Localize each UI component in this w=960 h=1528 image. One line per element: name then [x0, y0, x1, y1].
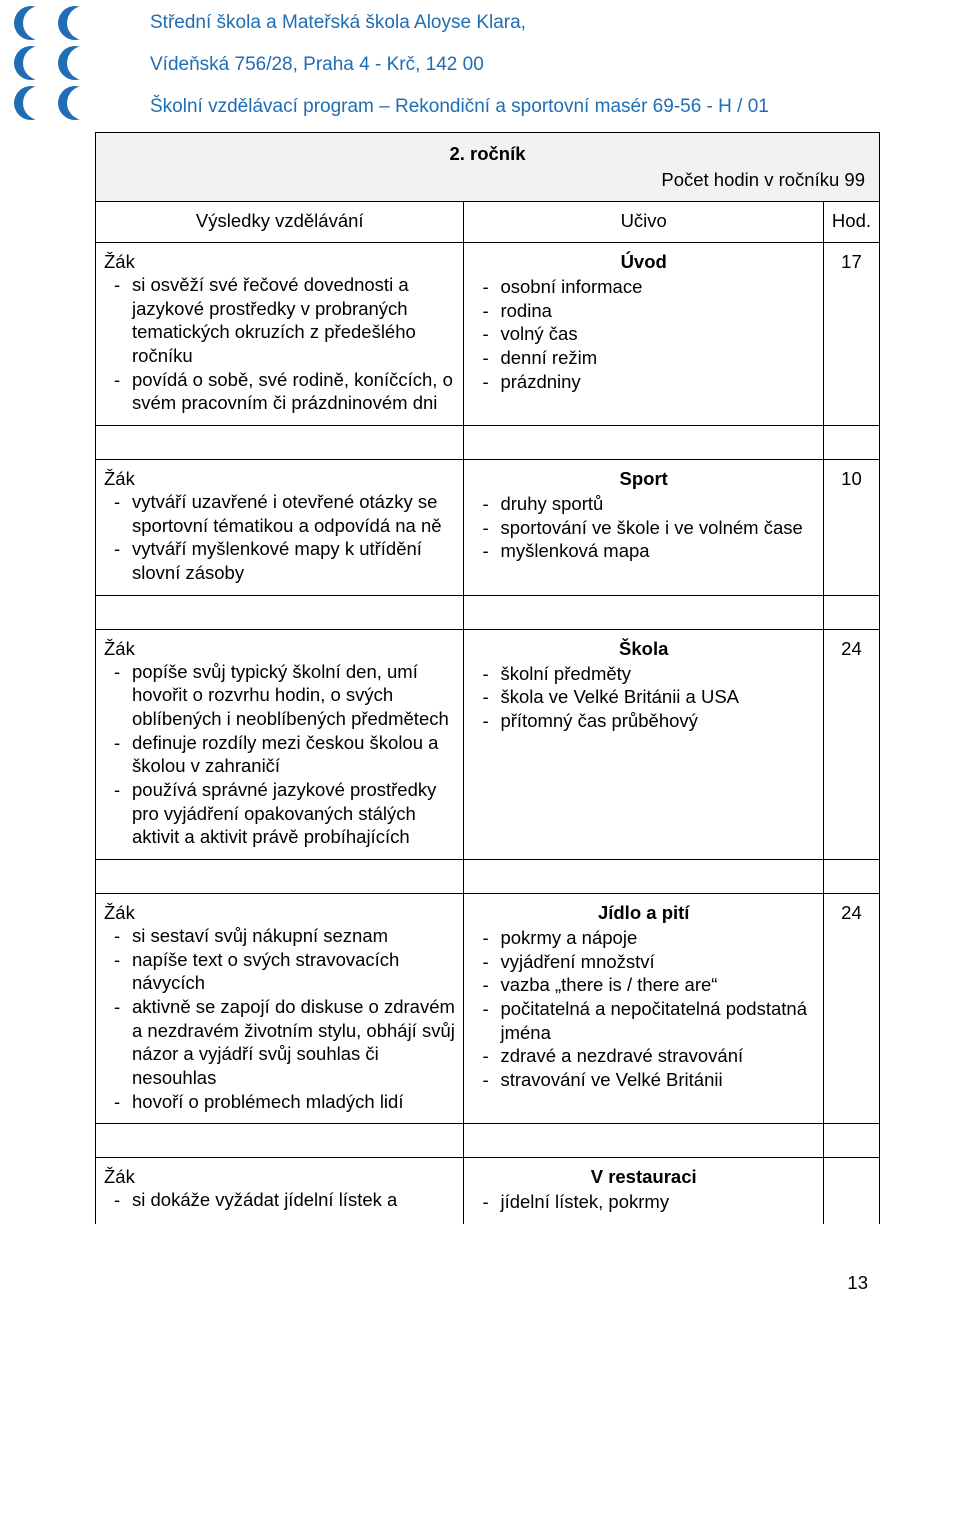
- student-label: Žák: [104, 638, 455, 660]
- hours-cell: 24: [823, 629, 879, 859]
- topic-title: Úvod: [472, 251, 814, 273]
- content-list: osobní informace rodina volný čas denní …: [472, 275, 814, 393]
- list-item: zdravé a nezdravé stravování: [472, 1044, 814, 1068]
- topic-title: Sport: [472, 468, 814, 490]
- col-header-outcomes: Výsledky vzdělávání: [96, 202, 464, 243]
- moon-icon: [58, 6, 92, 40]
- curriculum-table-wrapper: 2. ročník Počet hodin v ročníku 99 Výsle…: [0, 132, 960, 1254]
- content-list: druhy sportů sportování ve škole i ve vo…: [472, 492, 814, 563]
- list-item: vazba „there is / there are“: [472, 973, 814, 997]
- document-header: Střední škola a Mateřská škola Aloyse Kl…: [0, 0, 960, 118]
- table-header-row: Výsledky vzdělávání Učivo Hod.: [96, 202, 880, 243]
- student-label: Žák: [104, 902, 455, 924]
- list-item: popíše svůj typický školní den, umí hovo…: [104, 660, 455, 731]
- student-label: Žák: [104, 1166, 455, 1188]
- header-address: Vídeňská 756/28, Praha 4 - Krč, 142 00: [150, 54, 960, 76]
- list-item: prázdniny: [472, 370, 814, 394]
- list-item: myšlenková mapa: [472, 539, 814, 563]
- page-number: 13: [0, 1254, 960, 1294]
- hours-cell: 24: [823, 894, 879, 1124]
- year-title: 2. ročník: [104, 143, 871, 165]
- moon-icon: [58, 86, 92, 120]
- list-item: používá správné jazykové prostředky pro …: [104, 778, 455, 849]
- moon-icon: [14, 46, 48, 80]
- year-row: 2. ročník Počet hodin v ročníku 99: [96, 133, 880, 202]
- section-row: Žák si sestaví svůj nákupní seznam napíš…: [96, 894, 880, 1124]
- list-item: přítomný čas průběhový: [472, 709, 814, 733]
- col-header-hours: Hod.: [823, 202, 879, 243]
- list-item: definuje rozdíly mezi českou školou a šk…: [104, 731, 455, 778]
- outcomes-list: popíše svůj typický školní den, umí hovo…: [104, 660, 455, 849]
- year-hours-total: Počet hodin v ročníku 99: [104, 169, 871, 191]
- header-program: Školní vzdělávací program – Rekondiční a…: [150, 96, 960, 118]
- student-label: Žák: [104, 468, 455, 490]
- list-item: osobní informace: [472, 275, 814, 299]
- content-list: jídelní lístek, pokrmy: [472, 1190, 814, 1214]
- list-item: rodina: [472, 299, 814, 323]
- header-school-name: Střední škola a Mateřská škola Aloyse Kl…: [150, 12, 960, 34]
- list-item: napíše text o svých stravovacích návycíc…: [104, 948, 455, 995]
- outcomes-list: vytváří uzavřené i otevřené otázky se sp…: [104, 490, 455, 585]
- section-row: Žák si dokáže vyžádat jídelní lístek a V…: [96, 1158, 880, 1224]
- section-row: Žák si osvěží své řečové dovednosti a ja…: [96, 243, 880, 426]
- list-item: hovoří o problémech mladých lidí: [104, 1090, 455, 1114]
- list-item: vytváří uzavřené i otevřené otázky se sp…: [104, 490, 455, 537]
- list-item: povídá o sobě, své rodině, koníčcích, o …: [104, 368, 455, 415]
- curriculum-table: 2. ročník Počet hodin v ročníku 99 Výsle…: [95, 132, 880, 1224]
- list-item: druhy sportů: [472, 492, 814, 516]
- content-list: školní předměty škola ve Velké Británii …: [472, 662, 814, 733]
- list-item: sportování ve škole i ve volném čase: [472, 516, 814, 540]
- outcomes-list: si osvěží své řečové dovednosti a jazyko…: [104, 273, 455, 415]
- logo-moons: [14, 6, 98, 126]
- topic-title: V restauraci: [472, 1166, 814, 1188]
- list-item: vyjádření množství: [472, 950, 814, 974]
- list-item: vytváří myšlenkové mapy k utřídění slovn…: [104, 537, 455, 584]
- content-list: pokrmy a nápoje vyjádření množství vazba…: [472, 926, 814, 1092]
- list-item: stravování ve Velké Británii: [472, 1068, 814, 1092]
- list-item: aktivně se zapojí do diskuse o zdravém a…: [104, 995, 455, 1090]
- topic-title: Jídlo a pití: [472, 902, 814, 924]
- list-item: si sestaví svůj nákupní seznam: [104, 924, 455, 948]
- list-item: škola ve Velké Británii a USA: [472, 685, 814, 709]
- section-row: Žák popíše svůj typický školní den, umí …: [96, 629, 880, 859]
- list-item: volný čas: [472, 322, 814, 346]
- student-label: Žák: [104, 251, 455, 273]
- moon-icon: [58, 46, 92, 80]
- hours-cell: [823, 1158, 879, 1224]
- list-item: pokrmy a nápoje: [472, 926, 814, 950]
- section-row: Žák vytváří uzavřené i otevřené otázky s…: [96, 460, 880, 596]
- list-item: počitatelná a nepočitatelná podstatná jm…: [472, 997, 814, 1044]
- outcomes-list: si sestaví svůj nákupní seznam napíše te…: [104, 924, 455, 1113]
- outcomes-list: si dokáže vyžádat jídelní lístek a: [104, 1188, 455, 1212]
- hours-cell: 17: [823, 243, 879, 426]
- list-item: školní předměty: [472, 662, 814, 686]
- moon-icon: [14, 6, 48, 40]
- list-item: si dokáže vyžádat jídelní lístek a: [104, 1188, 455, 1212]
- moon-icon: [14, 86, 48, 120]
- list-item: denní režim: [472, 346, 814, 370]
- list-item: si osvěží své řečové dovednosti a jazyko…: [104, 273, 455, 368]
- hours-cell: 10: [823, 460, 879, 596]
- list-item: jídelní lístek, pokrmy: [472, 1190, 814, 1214]
- col-header-content: Učivo: [464, 202, 823, 243]
- topic-title: Škola: [472, 638, 814, 660]
